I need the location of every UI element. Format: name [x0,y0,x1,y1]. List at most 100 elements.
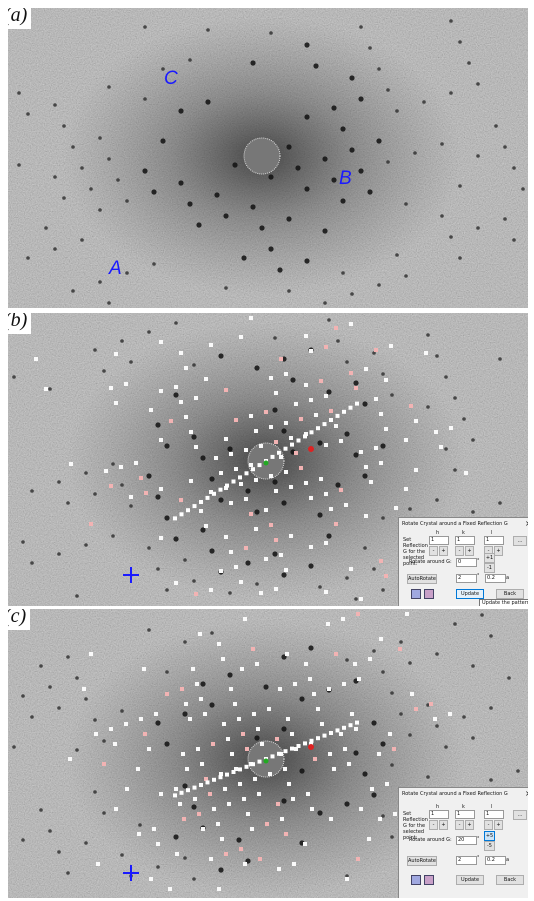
index-input: 1 [429,810,449,819]
simulated-spot [229,452,233,456]
reflection [62,196,66,200]
reflection [236,837,242,843]
simulated-spot [174,581,178,585]
simulated-spot [233,702,237,706]
reflection [358,96,364,102]
reflection [53,247,57,251]
selected-spot [308,446,314,452]
simulated-spot [280,817,284,821]
simulated-spot [329,817,333,821]
reflection [71,145,75,149]
simulated-spot [260,742,264,746]
simulated-spot [369,480,373,484]
central-beam [243,137,281,175]
reflection [503,145,507,149]
simulated-spot [264,557,268,561]
simulated-spot [324,541,328,545]
simulated-spot [290,732,294,736]
simulated-spot [203,712,207,716]
reflection [295,165,301,171]
simulated-spot [299,466,303,470]
simulated-spot [274,391,278,395]
simulated-spot [237,717,241,721]
simulated-spot [278,687,282,691]
row-spot [348,405,353,410]
reflection [17,91,21,95]
reflection [272,407,278,413]
simulated-spot [234,565,238,569]
simulated-spot [433,717,437,721]
simulated-spot [294,747,298,751]
step-button: - [429,546,438,556]
simulated-spot [254,429,258,433]
reflection [218,867,224,873]
reflection [48,387,52,391]
simulated-spot [364,514,368,518]
reflection [17,163,21,167]
simulated-spot [152,827,156,831]
simulated-spot [379,412,383,416]
index-input: 1 [484,536,504,545]
reflection [116,178,120,182]
reflection [435,724,439,728]
panel-label: (c) [8,609,31,630]
simulated-spot [284,568,288,572]
reflection [191,434,197,440]
row-spot [322,733,327,738]
simulated-spot [313,757,317,761]
simulated-spot [269,474,273,478]
simulated-spot [334,522,338,526]
simulated-spot [185,767,189,771]
reflection [353,452,359,458]
simulated-spot [125,787,129,791]
simulated-spot [309,545,313,549]
simulated-spot [234,767,238,771]
row-spot [277,450,281,455]
simulated-spot [275,737,279,741]
simulated-spot [182,817,186,821]
simulated-spot [324,492,328,496]
reflection [376,138,382,144]
simulated-spot [347,762,351,766]
reflection [498,357,502,361]
more-button: ... [513,536,527,546]
reflection [146,473,152,479]
row-spot [205,780,210,785]
simulated-spot [219,569,223,573]
reflection [317,440,323,446]
simulated-spot [392,747,396,751]
reflection [345,658,349,662]
marker-label: A [109,258,122,279]
diffraction-image [8,313,528,606]
reflection [12,375,16,379]
simulated-spot [224,486,228,490]
reflection [381,516,385,520]
reflection [53,175,57,179]
simulated-spot [219,471,223,475]
simulated-spot [224,535,228,539]
simulated-spot [414,707,418,711]
row-spot [309,738,314,743]
auto-step-select: 2 [456,574,477,583]
simulated-spot [257,792,261,796]
simulated-spot [269,425,273,429]
reflection [471,664,475,668]
simulated-spot [181,752,185,756]
reflection [210,631,214,635]
reflection [345,360,349,364]
reflection [435,354,439,358]
reflection [304,186,310,192]
set-label: Set Reflection G for the selected point: [403,537,428,567]
reflection [138,823,142,827]
reflection [151,189,157,195]
reflection [399,712,403,716]
simulated-spot [320,722,324,726]
column-header: h [436,530,440,536]
simulated-spot [224,388,228,392]
reflection [390,691,394,695]
reflection [245,488,251,494]
reflection [30,489,34,493]
reflection [160,138,166,144]
simulated-spot [449,426,453,430]
reflection [147,628,151,632]
